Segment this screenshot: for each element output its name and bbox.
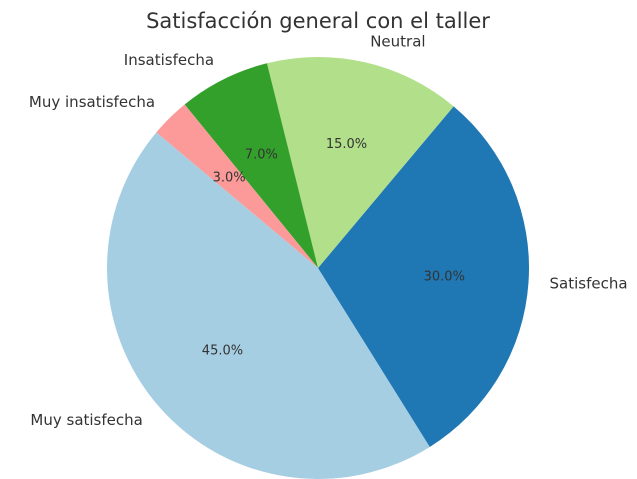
slice-label: Neutral <box>370 32 425 50</box>
slice-label: Muy satisfecha <box>30 411 142 429</box>
pie-slice <box>107 132 430 479</box>
slice-percent: 45.0% <box>202 344 243 359</box>
slice-percent: 7.0% <box>245 147 278 162</box>
slice-label: Satisfecha <box>550 275 628 293</box>
pie-slice <box>318 106 529 447</box>
slice-label: Muy insatisfecha <box>29 93 155 111</box>
slice-percent: 15.0% <box>326 137 367 152</box>
chart-title: Satisfacción general con el taller <box>146 9 490 33</box>
pie-slice <box>184 63 318 268</box>
slice-percent: 3.0% <box>213 170 246 185</box>
pie-slice <box>266 56 454 268</box>
slice-label: Insatisfecha <box>124 51 214 69</box>
pie-slice <box>156 104 318 268</box>
slice-percent: 30.0% <box>424 269 465 284</box>
